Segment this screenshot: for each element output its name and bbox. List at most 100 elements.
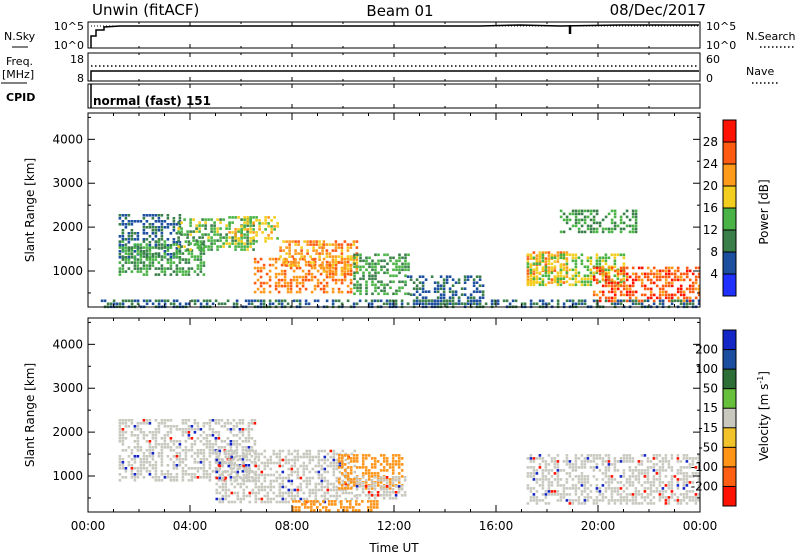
heatmap-cell (317, 488, 321, 492)
heatmap-cell (253, 260, 257, 264)
heatmap-cell (323, 458, 327, 462)
colorbar-swatch (723, 274, 736, 296)
heatmap-cell (211, 452, 215, 455)
heatmap-cell (371, 277, 374, 281)
heatmap-cell (658, 481, 662, 484)
heatmap-cell (368, 277, 371, 281)
heatmap-cell (532, 262, 536, 266)
heatmap-cell (670, 281, 674, 285)
heatmap-cell (331, 270, 335, 273)
heatmap-cell (340, 278, 344, 282)
heatmap-cell (398, 253, 401, 257)
heatmap-cell (466, 278, 470, 281)
heatmap-cell (263, 479, 267, 483)
heatmap-cell (254, 461, 258, 465)
heatmap-cell (184, 261, 188, 264)
heatmap-cell (291, 255, 294, 258)
heatmap-cell (192, 239, 195, 242)
heatmap-cell (219, 233, 222, 236)
heatmap-cell (400, 488, 404, 491)
heatmap-cell (610, 281, 614, 285)
heatmap-cell (688, 269, 692, 273)
heatmap-cell (463, 293, 467, 296)
heatmap-cell (293, 464, 297, 468)
heatmap-cell (298, 275, 302, 279)
heatmap-cell (586, 265, 590, 269)
heatmap-cell (595, 262, 599, 266)
heatmap-cell (172, 449, 176, 452)
x-axis-label: Time UT (368, 541, 419, 554)
heatmap-cell (544, 502, 548, 505)
heatmap-cell (601, 478, 605, 481)
heatmap-cell (205, 440, 209, 443)
heatmap-cell (598, 290, 602, 294)
heatmap-cell (598, 493, 602, 496)
heatmap-cell (323, 467, 327, 471)
heatmap-cell (407, 268, 410, 272)
heatmap-cell (213, 221, 216, 224)
heatmap-cell (313, 266, 317, 270)
heatmap-cell (346, 475, 350, 478)
heatmap-cell (133, 473, 137, 476)
heatmap-cell (361, 500, 364, 503)
heatmap-cell (400, 457, 404, 460)
heatmap-cell (272, 461, 276, 465)
heatmap-cell (544, 302, 548, 306)
heatmap-cell (643, 490, 647, 493)
heatmap-cell (568, 212, 572, 216)
heatmap-cell (397, 485, 401, 488)
heatmap-cell (230, 461, 234, 465)
heatmap-cell (451, 278, 455, 281)
heatmap-cell (337, 287, 341, 291)
heatmap-cell (610, 475, 614, 478)
heatmap-cell (283, 275, 287, 279)
heatmap-cell (619, 475, 623, 478)
heatmap-cell (472, 296, 476, 299)
heatmap-cell (130, 467, 134, 470)
heatmap-cell (210, 224, 213, 227)
heatmap-cell (136, 302, 140, 306)
heatmap-cell (302, 500, 306, 504)
heatmap-cell (565, 253, 569, 257)
heatmap-cell (335, 467, 339, 471)
heatmap-cell (373, 482, 377, 485)
heatmap-cell (139, 246, 143, 249)
heatmap-cell (685, 275, 689, 279)
heatmap-cell (574, 215, 578, 219)
heatmap-cell (250, 461, 254, 464)
heatmap-cell (655, 472, 659, 475)
heatmap-cell (383, 292, 386, 296)
heatmap-cell (604, 475, 608, 478)
heatmap-cell (136, 264, 140, 267)
heatmap-cell (172, 223, 176, 226)
heatmap-cell (592, 227, 596, 231)
heatmap-cell (649, 269, 653, 273)
heatmap-cell (248, 494, 252, 498)
heatmap-cell (253, 290, 257, 294)
heatmap-cell (346, 509, 349, 512)
heatmap-cell (349, 264, 353, 267)
heatmap-cell (293, 488, 297, 492)
heatmap-cell (323, 491, 327, 495)
heatmap-cell (272, 473, 276, 477)
heatmap-cell (427, 302, 431, 306)
heatmap-cell (302, 452, 306, 456)
heatmap-cell (586, 283, 590, 287)
heatmap-cell (616, 487, 620, 490)
heatmap-cell (670, 475, 674, 478)
freq-label-line2: [MHz] (2, 68, 34, 81)
heatmap-cell (601, 278, 605, 282)
heatmap-cell (205, 443, 209, 446)
heatmap-cell (187, 240, 191, 243)
heatmap-cell (317, 452, 321, 456)
heatmap-cell (652, 463, 656, 466)
heatmap-cell (685, 472, 689, 475)
heatmap-cell (580, 472, 584, 475)
heatmap-cell (676, 487, 680, 490)
heatmap-cell (589, 209, 593, 213)
heatmap-cell (294, 261, 297, 264)
heatmap-cell (532, 469, 536, 472)
heatmap-cell (326, 470, 330, 474)
heatmap-cell (580, 490, 584, 493)
heatmap-cell (248, 479, 252, 483)
